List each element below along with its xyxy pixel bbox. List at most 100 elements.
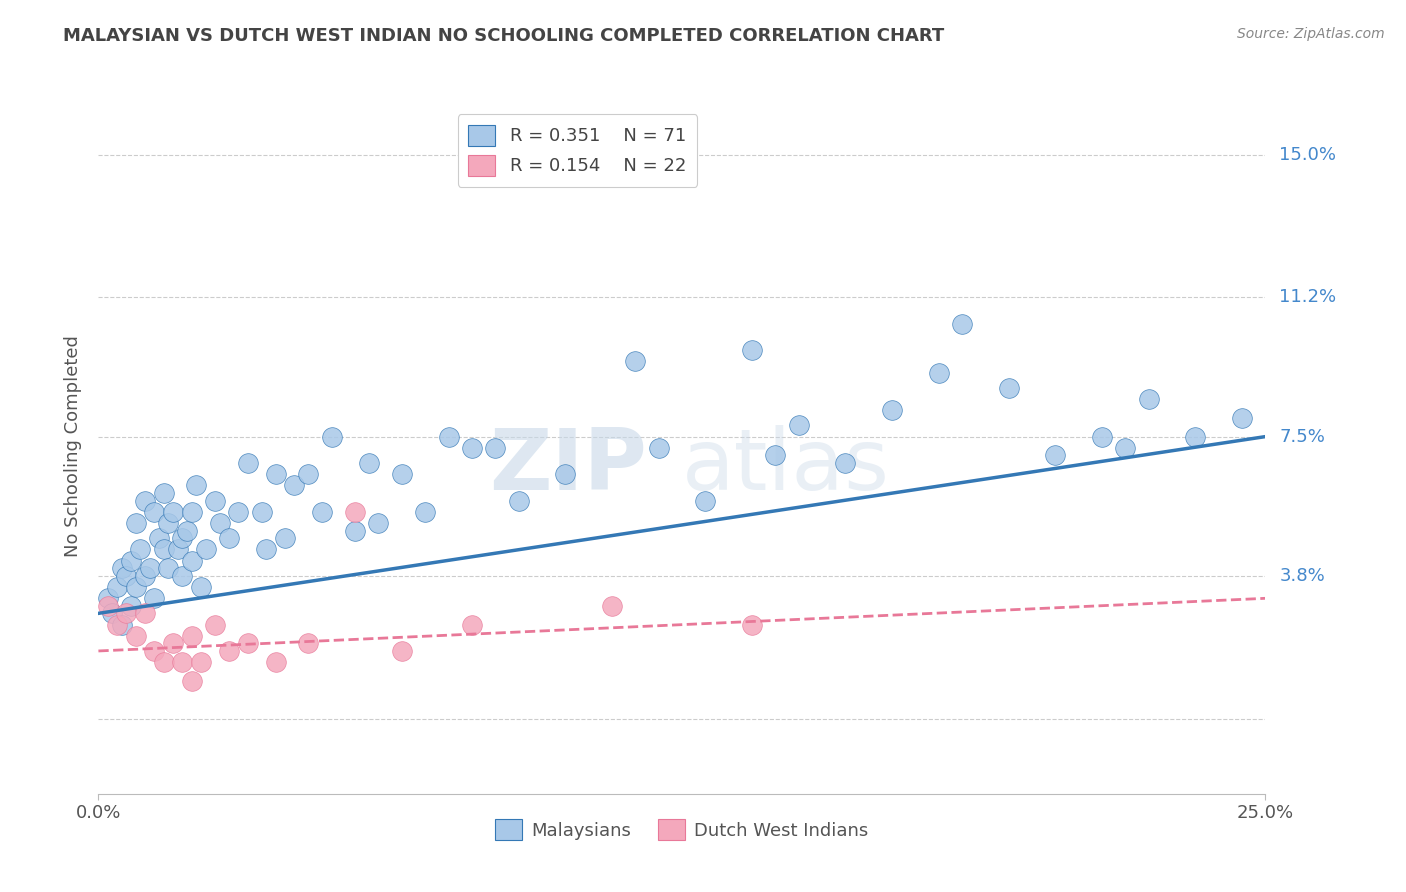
Dutch West Indians — [236, 636, 259, 650]
Text: 11.2%: 11.2% — [1279, 288, 1337, 307]
Malaysians — [157, 561, 180, 575]
Malaysians — [129, 542, 152, 557]
Malaysians — [180, 505, 202, 519]
Malaysians — [105, 580, 128, 594]
Dutch West Indians — [190, 655, 212, 669]
Malaysians — [120, 554, 142, 568]
Malaysians — [115, 568, 138, 582]
Malaysians — [367, 516, 389, 530]
Malaysians — [250, 505, 273, 519]
Malaysians — [297, 467, 319, 482]
Malaysians — [111, 617, 134, 632]
Malaysians — [139, 561, 162, 575]
Dutch West Indians — [180, 629, 202, 643]
Dutch West Indians — [180, 674, 202, 689]
Malaysians — [834, 456, 856, 470]
Malaysians — [172, 531, 194, 545]
Malaysians — [208, 516, 231, 530]
Text: 7.5%: 7.5% — [1279, 427, 1326, 446]
Malaysians — [647, 441, 669, 455]
Dutch West Indians — [134, 607, 156, 621]
Malaysians — [120, 599, 142, 613]
Malaysians — [997, 381, 1019, 395]
Malaysians — [1137, 392, 1160, 406]
Malaysians — [359, 456, 381, 470]
Malaysians — [1114, 441, 1136, 455]
Dutch West Indians — [344, 505, 367, 519]
Dutch West Indians — [152, 655, 174, 669]
Malaysians — [152, 542, 174, 557]
Malaysians — [101, 607, 124, 621]
Malaysians — [134, 493, 156, 508]
Dutch West Indians — [115, 607, 138, 621]
Malaysians — [508, 493, 530, 508]
Malaysians — [186, 478, 208, 492]
Malaysians — [880, 403, 903, 417]
Dutch West Indians — [741, 617, 763, 632]
Malaysians — [204, 493, 226, 508]
Malaysians — [134, 568, 156, 582]
Malaysians — [274, 531, 297, 545]
Dutch West Indians — [162, 636, 184, 650]
Malaysians — [554, 467, 576, 482]
Dutch West Indians — [264, 655, 287, 669]
Malaysians — [152, 486, 174, 500]
Text: 3.8%: 3.8% — [1279, 566, 1324, 585]
Malaysians — [190, 580, 212, 594]
Malaysians — [256, 542, 278, 557]
Malaysians — [157, 516, 180, 530]
Malaysians — [176, 524, 198, 538]
Dutch West Indians — [97, 599, 120, 613]
Malaysians — [741, 343, 763, 357]
Dutch West Indians — [391, 644, 413, 658]
Malaysians — [437, 429, 460, 443]
Malaysians — [1230, 410, 1253, 425]
Malaysians — [624, 354, 647, 368]
Malaysians — [311, 505, 333, 519]
Malaysians — [166, 542, 188, 557]
Malaysians — [194, 542, 217, 557]
Text: atlas: atlas — [682, 425, 890, 508]
Malaysians — [111, 561, 134, 575]
Dutch West Indians — [600, 599, 623, 613]
Malaysians — [695, 493, 717, 508]
Malaysians — [787, 418, 810, 433]
Text: 15.0%: 15.0% — [1279, 145, 1336, 163]
Malaysians — [218, 531, 240, 545]
Malaysians — [321, 429, 343, 443]
Malaysians — [143, 505, 166, 519]
Malaysians — [264, 467, 287, 482]
Malaysians — [928, 366, 950, 380]
Malaysians — [236, 456, 259, 470]
Malaysians — [1184, 429, 1206, 443]
Dutch West Indians — [143, 644, 166, 658]
Dutch West Indians — [297, 636, 319, 650]
Malaysians — [413, 505, 436, 519]
Text: MALAYSIAN VS DUTCH WEST INDIAN NO SCHOOLING COMPLETED CORRELATION CHART: MALAYSIAN VS DUTCH WEST INDIAN NO SCHOOL… — [63, 27, 945, 45]
Malaysians — [172, 568, 194, 582]
Legend: Malaysians, Dutch West Indians: Malaysians, Dutch West Indians — [488, 813, 876, 847]
Malaysians — [1091, 429, 1114, 443]
Dutch West Indians — [204, 617, 226, 632]
Malaysians — [1045, 449, 1067, 463]
Malaysians — [484, 441, 506, 455]
Dutch West Indians — [172, 655, 194, 669]
Y-axis label: No Schooling Completed: No Schooling Completed — [65, 335, 83, 557]
Text: Source: ZipAtlas.com: Source: ZipAtlas.com — [1237, 27, 1385, 41]
Malaysians — [283, 478, 305, 492]
Malaysians — [125, 580, 148, 594]
Malaysians — [143, 591, 166, 606]
Malaysians — [461, 441, 484, 455]
Malaysians — [228, 505, 250, 519]
Malaysians — [344, 524, 367, 538]
Dutch West Indians — [105, 617, 128, 632]
Malaysians — [97, 591, 120, 606]
Malaysians — [391, 467, 413, 482]
Malaysians — [180, 554, 202, 568]
Dutch West Indians — [125, 629, 148, 643]
Dutch West Indians — [218, 644, 240, 658]
Malaysians — [162, 505, 184, 519]
Malaysians — [763, 449, 786, 463]
Malaysians — [148, 531, 170, 545]
Dutch West Indians — [461, 617, 484, 632]
